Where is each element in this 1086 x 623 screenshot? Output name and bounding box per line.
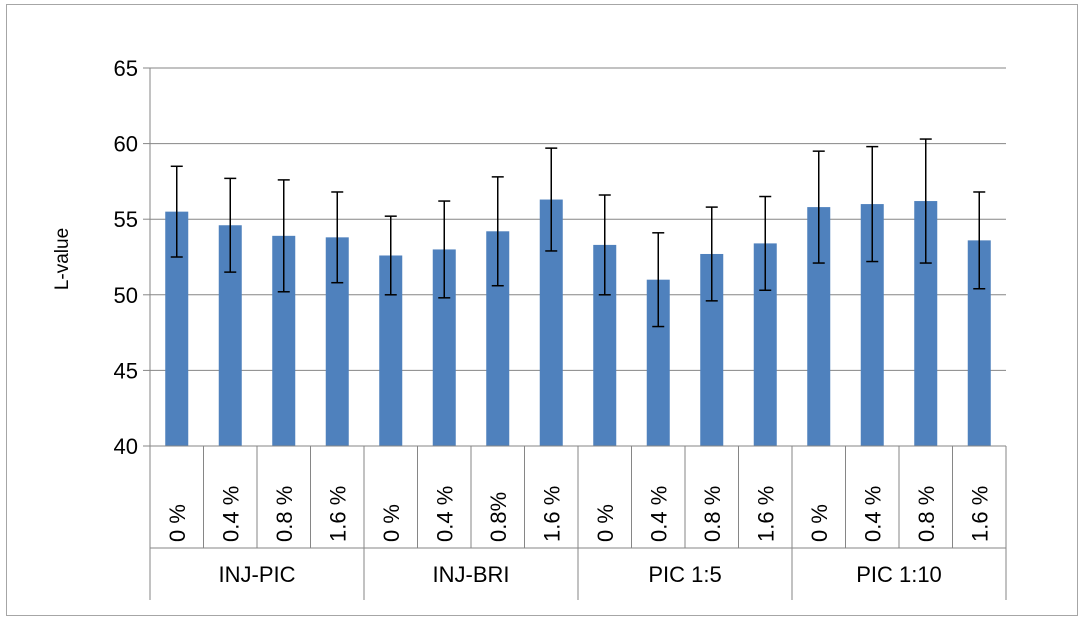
- bar: [325, 237, 349, 446]
- y-tick-label: 50: [114, 283, 138, 308]
- bar: [753, 243, 777, 446]
- category-label: 1.6 %: [539, 486, 564, 542]
- bar: [218, 225, 242, 446]
- category-label: 0.4 %: [218, 486, 243, 542]
- y-tick-label: 45: [114, 358, 138, 383]
- category-label: 1.6 %: [753, 486, 778, 542]
- y-tick-label: 55: [114, 207, 138, 232]
- category-label: 0 %: [807, 504, 832, 542]
- category-label: 0.8%: [486, 492, 511, 542]
- bar: [486, 231, 510, 446]
- y-axis-label: L-value: [52, 228, 73, 290]
- bar: [432, 249, 456, 446]
- category-label: 0.8 %: [914, 486, 939, 542]
- bar: [914, 201, 938, 446]
- category-label: 0 %: [593, 504, 618, 542]
- bar: [539, 199, 563, 446]
- error-bars: [170, 138, 986, 328]
- group-label: PIC 1:5: [648, 562, 721, 587]
- group-label: INJ-PIC: [219, 562, 296, 587]
- bar: [807, 207, 831, 446]
- category-label: 1.6 %: [325, 486, 350, 542]
- bar: [272, 235, 296, 446]
- y-tick-label: 65: [114, 56, 138, 81]
- y-tick-label: 40: [114, 434, 138, 459]
- axes: [143, 67, 1007, 600]
- bars: [165, 199, 991, 446]
- bar: [967, 240, 991, 446]
- category-label: 0.8 %: [272, 486, 297, 542]
- category-label: 0.8 %: [700, 486, 725, 542]
- bar: [379, 255, 403, 446]
- group-label: INJ-BRI: [433, 562, 510, 587]
- bar: [165, 211, 189, 446]
- category-label: 0.4 %: [432, 486, 457, 542]
- bar: [646, 279, 670, 446]
- bar: [700, 253, 724, 446]
- group-label: PIC 1:10: [856, 562, 942, 587]
- bar: [860, 204, 884, 446]
- category-label: 1.6 %: [967, 486, 992, 542]
- category-label: 0.4 %: [860, 486, 885, 542]
- labels: 40 45 50 55 60 65 L-value 0 % 0.4 % 0.8 % 1.6 % 0 %…: [52, 56, 992, 587]
- category-label: 0 %: [379, 504, 404, 542]
- category-label: 0 %: [165, 504, 190, 542]
- category-label: 0.4 %: [646, 486, 671, 542]
- y-tick-label: 60: [114, 132, 138, 157]
